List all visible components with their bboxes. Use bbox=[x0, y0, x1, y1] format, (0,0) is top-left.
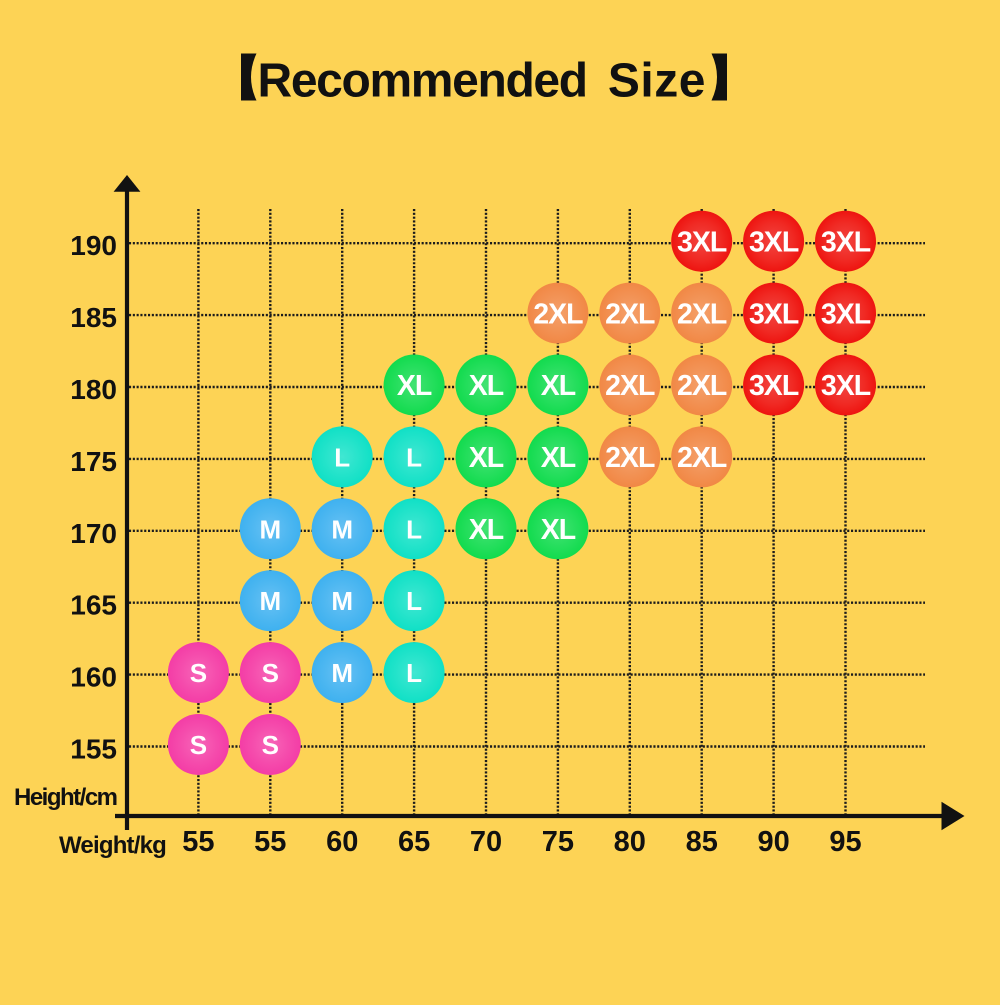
svg-text:60: 60 bbox=[326, 826, 358, 858]
svg-text:95: 95 bbox=[829, 826, 861, 858]
svg-text:M: M bbox=[259, 514, 281, 544]
svg-text:3XL: 3XL bbox=[677, 226, 727, 258]
svg-text:3XL: 3XL bbox=[821, 226, 871, 258]
svg-text:2XL: 2XL bbox=[677, 298, 727, 330]
svg-text:XL: XL bbox=[397, 370, 432, 402]
svg-text:S: S bbox=[262, 658, 279, 688]
svg-text:55: 55 bbox=[182, 826, 214, 858]
svg-text:55: 55 bbox=[254, 826, 286, 858]
svg-text:Height/cm: Height/cm bbox=[14, 784, 117, 811]
svg-text:3XL: 3XL bbox=[749, 298, 799, 330]
svg-text:XL: XL bbox=[541, 442, 576, 474]
svg-text:3XL: 3XL bbox=[821, 298, 871, 330]
svg-text:2XL: 2XL bbox=[605, 442, 655, 474]
svg-text:3XL: 3XL bbox=[821, 370, 871, 402]
svg-text:2XL: 2XL bbox=[605, 298, 655, 330]
svg-text:70: 70 bbox=[470, 826, 502, 858]
svg-text:XL: XL bbox=[469, 442, 504, 474]
svg-text:S: S bbox=[190, 658, 207, 688]
svg-text:2XL: 2XL bbox=[677, 442, 727, 474]
svg-text:170: 170 bbox=[70, 518, 117, 549]
svg-text:L: L bbox=[406, 514, 422, 544]
svg-text:L: L bbox=[406, 442, 422, 472]
svg-text:185: 185 bbox=[70, 302, 117, 333]
svg-text:65: 65 bbox=[398, 826, 430, 858]
svg-text:M: M bbox=[331, 586, 353, 616]
svg-text:XL: XL bbox=[541, 514, 576, 546]
svg-text:85: 85 bbox=[686, 826, 718, 858]
svg-text:2XL: 2XL bbox=[533, 298, 583, 330]
svg-text:180: 180 bbox=[70, 374, 117, 405]
svg-text:XL: XL bbox=[469, 514, 504, 546]
svg-text:Weight/kg: Weight/kg bbox=[59, 832, 166, 859]
svg-text:L: L bbox=[334, 442, 350, 472]
svg-text:155: 155 bbox=[70, 734, 117, 765]
svg-text:160: 160 bbox=[70, 662, 117, 693]
svg-text:M: M bbox=[331, 514, 353, 544]
svg-text:XL: XL bbox=[469, 370, 504, 402]
svg-text:S: S bbox=[190, 730, 207, 760]
svg-text:L: L bbox=[406, 586, 422, 616]
svg-text:Recommended Size: Recommended Size bbox=[258, 55, 706, 108]
svg-text:165: 165 bbox=[70, 590, 117, 621]
svg-text:2XL: 2XL bbox=[677, 370, 727, 402]
svg-text:90: 90 bbox=[757, 826, 789, 858]
svg-text:190: 190 bbox=[70, 230, 117, 261]
svg-text:L: L bbox=[406, 658, 422, 688]
svg-text:XL: XL bbox=[541, 370, 576, 402]
svg-text:S: S bbox=[262, 730, 279, 760]
svg-text:3XL: 3XL bbox=[749, 226, 799, 258]
svg-text:175: 175 bbox=[70, 446, 117, 477]
svg-text:M: M bbox=[331, 658, 353, 688]
svg-text:75: 75 bbox=[542, 826, 574, 858]
svg-text:3XL: 3XL bbox=[749, 370, 799, 402]
svg-text:80: 80 bbox=[614, 826, 646, 858]
svg-text:2XL: 2XL bbox=[605, 370, 655, 402]
svg-text:M: M bbox=[259, 586, 281, 616]
